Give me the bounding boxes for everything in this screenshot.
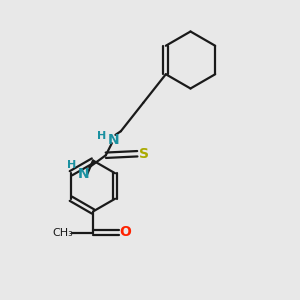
Text: N: N — [77, 167, 89, 181]
Text: S: S — [139, 147, 149, 161]
Text: N: N — [107, 133, 119, 147]
Text: H: H — [67, 160, 76, 170]
Text: H: H — [97, 131, 106, 141]
Text: O: O — [119, 226, 131, 239]
Text: CH₃: CH₃ — [52, 227, 74, 238]
